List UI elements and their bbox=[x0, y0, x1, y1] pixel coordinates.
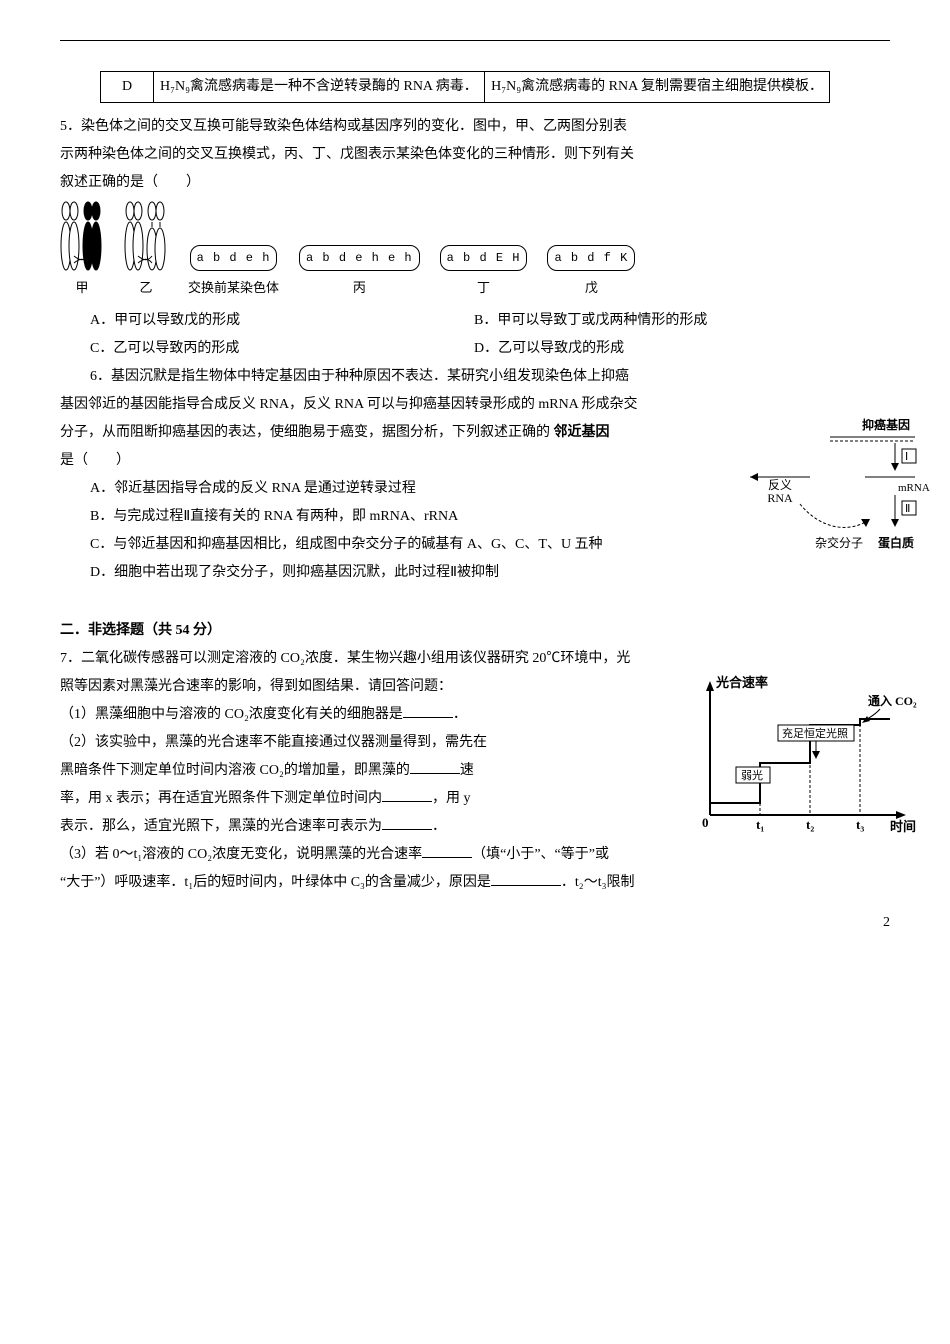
q7-line6-pre: （3）若 0～t₁溶液的 CO₂浓度无变化，说明黑藻的光合速率 bbox=[60, 847, 422, 862]
blank-3 bbox=[382, 787, 432, 802]
chromosome-yi: 乙 bbox=[124, 201, 168, 301]
q5-opt-b: B．甲可以导致丁或戊两种情形的形成 bbox=[474, 307, 858, 335]
chrom-jia-svg bbox=[60, 201, 104, 271]
q7-line1-post: ． bbox=[453, 707, 467, 722]
label-ding: 丁 bbox=[477, 275, 490, 301]
row-col2: H₇N₉禽流感病毒的 RNA 复制需要宿主细胞提供模板． bbox=[485, 72, 830, 103]
seq-wu: a b d f K bbox=[547, 245, 635, 271]
section-2-heading: 二．非选择题（共 54 分） bbox=[60, 617, 890, 645]
fig-antisense-2: RNA bbox=[767, 491, 793, 505]
fig-antisense-1: 反义 bbox=[768, 478, 792, 492]
q5-opt-d: D．乙可以导致戊的形成 bbox=[474, 335, 858, 363]
row-letter: D bbox=[101, 72, 154, 103]
q7-line4-pre: 率，用 x 表示；再在适宜光照条件下测定单位时间内 bbox=[60, 791, 382, 806]
q6-opt-d: D．细胞中若出现了杂交分子，则抑癌基因沉默，此时过程Ⅱ被抑制 bbox=[90, 559, 680, 587]
q5-options: A．甲可以导致戊的形成 B．甲可以导致丁或戊两种情形的形成 C．乙可以导致丙的形… bbox=[90, 307, 890, 363]
blank-1 bbox=[403, 703, 453, 718]
label-pre: 交换前某染色体 bbox=[188, 275, 279, 301]
q7-stem-1: 7．二氧化碳传感器可以测定溶液的 CO₂浓度．某生物兴趣小组用该仪器研究 20℃… bbox=[60, 645, 890, 673]
q6-opt-b: B．与完成过程Ⅱ直接有关的 RNA 有两种，即 mRNA、rRNA bbox=[90, 503, 680, 531]
fig-roman-2: Ⅱ bbox=[905, 503, 910, 515]
q5-stem-2: 示两种染色体之间的交叉互换模式，丙、丁、戊图表示某染色体变化的三种情形．则下列有… bbox=[60, 141, 890, 169]
q7-line6-post: （填“小于”、“等于”或 bbox=[472, 847, 609, 862]
label-wu: 戊 bbox=[585, 275, 598, 301]
label-jia: 甲 bbox=[75, 275, 88, 301]
fig-roman-1: Ⅰ bbox=[905, 451, 908, 463]
q7-block: 7．二氧化碳传感器可以测定溶液的 CO₂浓度．某生物兴趣小组用该仪器研究 20℃… bbox=[60, 645, 890, 897]
q7-line5-post: ． bbox=[432, 819, 446, 834]
q7-line7-pre: “大于”）呼吸速率．t₁后的短时间内，叶绿体中 C₃的含量减少，原因是 bbox=[60, 875, 491, 890]
fig-t3: t₃ bbox=[856, 817, 864, 832]
option-table: D H₇N₉禽流感病毒是一种不含逆转录酶的 RNA 病毒． H₇N₉禽流感病毒的… bbox=[100, 71, 830, 103]
q7-figure: 光合速率 通入 CO₂ 充足恒定光照 弱光 0 t₁ t₂ t₃ 时间 bbox=[680, 675, 920, 856]
q6-block: 6．基因沉默是指生物体中特定基因由于种种原因不表达．某研究小组发现染色体上抑癌 … bbox=[60, 363, 890, 587]
seq-pre: a b d e h bbox=[190, 245, 278, 271]
q7-line3-post: 速 bbox=[460, 763, 474, 778]
fig-weak-light: 弱光 bbox=[741, 768, 763, 782]
page-number: 2 bbox=[883, 909, 890, 937]
q5-stem-1: 5．染色体之间的交叉互换可能导致染色体结构或基因序列的变化．图中，甲、乙两图分别… bbox=[60, 113, 890, 141]
q6-stem-1: 6．基因沉默是指生物体中特定基因由于种种原因不表达．某研究小组发现染色体上抑癌 bbox=[60, 363, 890, 391]
fig-duplex-label: 杂交分子 bbox=[815, 535, 863, 550]
q6-inline-adj: 邻近基因 bbox=[554, 425, 610, 440]
blank-5 bbox=[422, 843, 472, 858]
seq-ding: a b d E H bbox=[440, 245, 528, 271]
q5-stem-3: 叙述正确的是（ ） bbox=[60, 169, 890, 197]
chromosome-jia: 甲 bbox=[60, 201, 104, 301]
q6-stem-3-text: 分子，从而阻断抑癌基因的表达，使细胞易于癌变，据图分析，下列叙述正确的 bbox=[60, 425, 550, 440]
label-yi: 乙 bbox=[139, 275, 152, 301]
q7-line1-pre: （1）黑藻细胞中与溶液的 CO₂浓度变化有关的细胞器是 bbox=[60, 707, 403, 722]
blank-6 bbox=[491, 871, 561, 886]
fig-t1: t₁ bbox=[756, 817, 764, 832]
label-bing: 丙 bbox=[353, 275, 366, 301]
q7-line7-post: ．t₂～t₃限制 bbox=[561, 875, 635, 890]
q6-figure: 抑癌基因 Ⅰ mRNA 反义 RNA Ⅱ 杂交分 bbox=[720, 419, 920, 567]
row-col1: H₇N₉禽流感病毒是一种不含逆转录酶的 RNA 病毒． bbox=[154, 72, 485, 103]
fig-event-light: 充足恒定光照 bbox=[782, 726, 848, 740]
fig-mrna-label: mRNA bbox=[898, 482, 930, 494]
q7-line5-pre: 表示．那么，适宜光照下，黑藻的光合速率可表示为 bbox=[60, 819, 382, 834]
seq-wu-block: a b d f K 戊 bbox=[547, 245, 635, 301]
chrom-yi-svg bbox=[124, 201, 168, 271]
fig-protein-label: 蛋白质 bbox=[878, 535, 914, 550]
fig-t2: t₂ bbox=[806, 817, 814, 832]
fig-suppressor-label: 抑癌基因 bbox=[862, 417, 910, 432]
fig-xlabel: 时间 bbox=[890, 819, 916, 834]
q5-opt-a: A．甲可以导致戊的形成 bbox=[90, 307, 474, 335]
fig-ylabel: 光合速率 bbox=[715, 675, 768, 690]
table-row: D H₇N₉禽流感病毒是一种不含逆转录酶的 RNA 病毒． H₇N₉禽流感病毒的… bbox=[101, 72, 830, 103]
seq-ding-block: a b d E H 丁 bbox=[440, 245, 528, 301]
seq-bing-block: a b d e h e h 丙 bbox=[299, 245, 420, 301]
q6-stem-2: 基因邻近的基因能指导合成反义 RNA，反义 RNA 可以与抑癌基因转录形成的 m… bbox=[60, 391, 890, 419]
seq-bing: a b d e h e h bbox=[299, 245, 420, 271]
q6-opt-c: C．与邻近基因和抑癌基因相比，组成图中杂交分子的碱基有 A、G、C、T、U 五种 bbox=[90, 531, 680, 559]
q7-line7: “大于”）呼吸速率．t₁后的短时间内，叶绿体中 C₃的含量减少，原因是 ．t₂～t… bbox=[60, 869, 890, 897]
q5-diagram: 甲 乙 a b d e h 交换前某染色体 a b d e h e h 丙 a … bbox=[60, 201, 890, 301]
seq-pre-block: a b d e h 交换前某染色体 bbox=[188, 245, 279, 301]
q7-line3-pre: 黑暗条件下测定单位时间内溶液 CO₂的增加量，即黑藻的 bbox=[60, 763, 410, 778]
blank-4 bbox=[382, 815, 432, 830]
q6-opt-a: A．邻近基因指导合成的反义 RNA 是通过逆转录过程 bbox=[90, 475, 680, 503]
q5-opt-c: C．乙可以导致丙的形成 bbox=[90, 335, 474, 363]
top-rule bbox=[60, 40, 890, 41]
q7-line4-post: ，用 y bbox=[432, 791, 471, 806]
fig-event-co2: 通入 CO₂ bbox=[868, 693, 917, 708]
fig-origin: 0 bbox=[702, 815, 709, 830]
blank-2 bbox=[410, 759, 460, 774]
